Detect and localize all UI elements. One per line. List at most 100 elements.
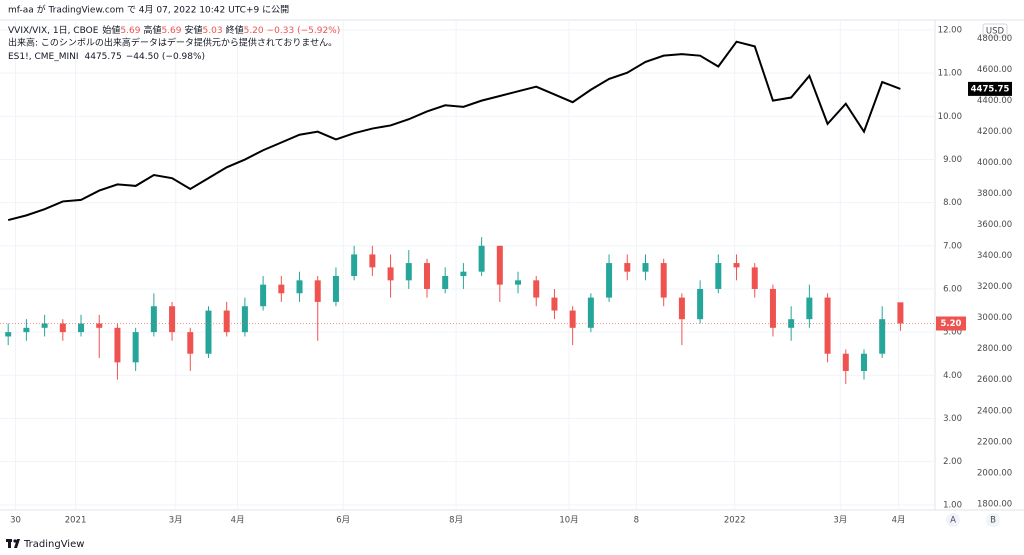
candle-body — [642, 263, 649, 272]
legend-row: ES1!, CME_MINI 4475.75 −44.50 (−0.98%) — [8, 52, 205, 62]
candle-body — [369, 254, 376, 268]
legend-row: VVIX/VIX, 1日, CBOE 始値5.69 高値5.69 安値5.03 終値5.… — [8, 24, 340, 36]
candle-body — [78, 323, 85, 333]
y2-tick-label: 3000.00 — [977, 313, 1012, 323]
candle-body — [806, 297, 813, 320]
candle-body — [824, 297, 831, 354]
legend-label: 高値 — [143, 24, 161, 36]
publish-note: mf-aa が TradingView.com で 4月 07, 2022 10… — [8, 4, 289, 16]
scale-button[interactable] — [946, 513, 960, 527]
y-tick-label: 7.00 — [943, 241, 962, 251]
y2-tick-label: 4800.00 — [977, 34, 1012, 44]
candle-body — [351, 254, 358, 277]
candle-body — [314, 280, 321, 302]
y2-tick-label: 4400.00 — [977, 96, 1012, 106]
legend-change: −0.33 (−5.92%) — [267, 26, 341, 36]
price-tag — [968, 81, 1012, 96]
y-tick-label: 12.00 — [938, 25, 962, 35]
candle-body — [624, 263, 631, 272]
candle-body — [96, 323, 103, 328]
legend-label: 終値 — [226, 24, 244, 36]
x-tick-label: 10月 — [559, 516, 578, 526]
y2-tick-label: 3800.00 — [977, 189, 1012, 199]
candle-body — [169, 306, 176, 333]
y-tick-label: 8.00 — [943, 198, 962, 208]
candle-body — [405, 263, 412, 281]
y2-tick-label: 3600.00 — [977, 220, 1012, 230]
legend-value: 5.03 — [203, 26, 223, 36]
candle-body — [733, 263, 740, 268]
volume-note: 出来高: このシンボルの出来高データはデータ提供元から提供されておりません。 — [8, 37, 337, 49]
y-tick-label: 6.00 — [943, 284, 962, 294]
x-tick-label: 4月 — [231, 516, 245, 526]
y2-tick-label: 2600.00 — [977, 375, 1012, 385]
candle-body — [387, 267, 394, 281]
y2-tick-label: 2000.00 — [977, 468, 1012, 478]
y2-tick-label: 2800.00 — [977, 344, 1012, 354]
x-tick-label: 8月 — [449, 516, 463, 526]
x-tick-label: 30 — [10, 516, 21, 526]
y2-tick-label: 1800.00 — [977, 499, 1012, 509]
legend-symbol: ES1!, CME_MINI — [8, 52, 79, 62]
currency-box — [982, 23, 1008, 38]
y-tick-label: 2.00 — [943, 457, 962, 467]
candle-body — [23, 327, 30, 333]
candle-body — [897, 302, 904, 324]
y-tick-label: 11.00 — [938, 69, 962, 79]
legend-value: 4475.75 — [85, 52, 122, 62]
x-tick-label: 3月 — [169, 516, 183, 526]
x-tick-label: 2021 — [65, 516, 87, 526]
y2-tick-label: 2200.00 — [977, 437, 1012, 447]
price-tag-label: 4475.75 — [971, 84, 1010, 94]
y-tick-label: 3.00 — [943, 414, 962, 424]
y2-tick-label: 3400.00 — [977, 251, 1012, 261]
x-tick-label: 2022 — [724, 516, 746, 526]
candle-body — [515, 280, 522, 285]
candle-body — [788, 319, 795, 328]
candle-body — [551, 297, 558, 311]
x-tick-label: 8 — [634, 516, 639, 526]
y-tick-label: 10.00 — [938, 112, 962, 122]
scale-button[interactable] — [986, 513, 1000, 527]
candle-body — [423, 263, 430, 289]
candle-body — [842, 353, 849, 371]
candle-body — [678, 297, 685, 320]
y2-tick-label: 4600.00 — [977, 65, 1012, 75]
legend-value: 5.69 — [120, 26, 140, 36]
candle-body — [41, 323, 48, 328]
legend-value: 5.20 — [244, 26, 264, 36]
candle-body — [569, 310, 576, 328]
candle-body — [496, 245, 503, 285]
x-tick-label: 6月 — [336, 516, 350, 526]
candle-body — [114, 327, 121, 363]
candle-body — [260, 284, 267, 307]
y-tick-label: 5.00 — [943, 328, 962, 338]
y2-tick-label: 4000.00 — [977, 158, 1012, 168]
candle-body — [660, 263, 667, 298]
candle-body — [860, 353, 867, 371]
candle-body — [150, 306, 157, 333]
y2-tick-label: 3200.00 — [977, 282, 1012, 292]
candle-body — [442, 276, 449, 289]
candle-body — [879, 319, 886, 354]
candle-body — [187, 332, 194, 354]
candle-body — [533, 280, 540, 298]
candle-body — [751, 267, 758, 289]
candle-body — [205, 310, 212, 354]
footer-brand: TradingView — [23, 539, 84, 550]
candle-body — [697, 288, 704, 320]
candle-body — [332, 276, 339, 302]
candle-body — [715, 263, 722, 289]
price-tag-label: 5.20 — [941, 319, 962, 329]
y2-tick-label: 2400.00 — [977, 406, 1012, 416]
legend-change: −44.50 (−0.98%) — [126, 52, 205, 62]
candle-body — [223, 310, 230, 333]
candle-body — [59, 323, 66, 333]
y-tick-label: 1.00 — [943, 500, 962, 510]
legend-label: 安値 — [185, 24, 203, 36]
legend-label: 始値 — [102, 24, 120, 36]
legend-value: 5.69 — [161, 26, 181, 36]
price-tag — [936, 316, 966, 331]
candle-body — [5, 332, 12, 337]
